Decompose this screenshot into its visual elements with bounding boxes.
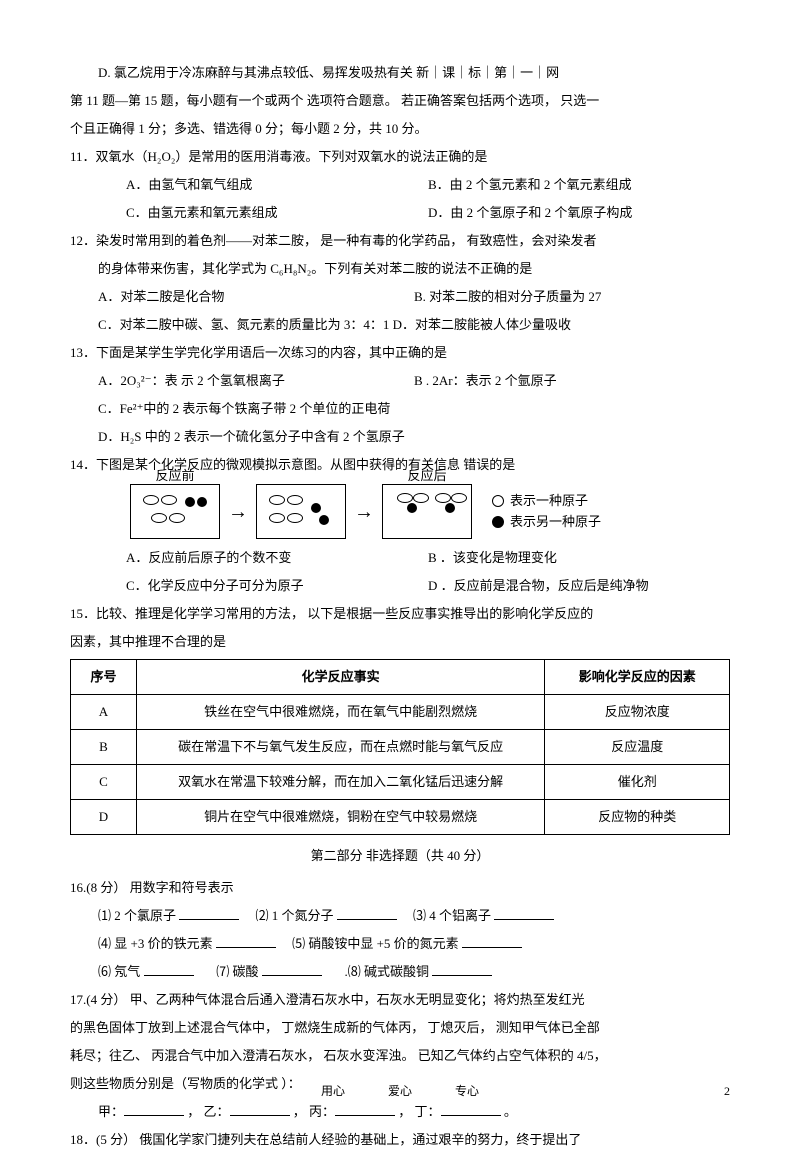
q12-stem-1: 12．染发时常用到的着色剂——对苯二胺， 是一种有毒的化学药品， 有致癌性，会对… (70, 228, 730, 254)
legend-2: 表示另一种原子 (510, 512, 601, 533)
q15-stem-1: 15．比较、推理是化学学习常用的方法， 以下是根据一些反应事实推导出的影响化学反… (70, 601, 730, 627)
white-atom-icon (492, 495, 504, 507)
q15-stem-2: 因素，其中推理不合理的是 (70, 629, 730, 655)
q17-3: 耗尽；往乙、 丙混合气中加入澄清石灰水， 石灰水变浑浊。 已知乙气体约占空气体积… (70, 1043, 730, 1069)
part2-title: 第二部分 非选择题（共 40 分） (70, 843, 730, 869)
q14-options-ab: A．反应前后原子的个数不变 B ．该变化是物理变化 (70, 545, 730, 571)
footer: 用心 爱心 专心 (0, 1079, 800, 1103)
table-cell: 催化剂 (545, 765, 730, 800)
th-3: 影响化学反应的因素 (545, 660, 730, 695)
q17-d-label: ， 丁： (398, 1104, 440, 1119)
q17-1: 17.(4 分） 甲、乙两种气体混合后通入澄清石灰水中，石灰水无明显变化；将灼热… (70, 987, 730, 1013)
footer-c: 专心 (455, 1084, 479, 1098)
th-2: 化学反应事实 (136, 660, 545, 695)
table-cell: 反应温度 (545, 730, 730, 765)
th-1: 序号 (71, 660, 137, 695)
table-row: D铜片在空气中很难燃烧，铜粉在空气中较易燃烧反应物的种类 (71, 800, 730, 835)
q11-stem: 11．双氧水（H₂O₂）是常用的医用消毒液。下列对双氧水的说法正确的是 (70, 144, 730, 170)
q14-b: B ．该变化是物理变化 (428, 545, 557, 571)
q11-15-intro-1: 第 11 题—第 15 题，每小题有一个或两个 选项符合题意。 若正确答案包括两… (70, 88, 730, 114)
table-header-row: 序号 化学反应事实 影响化学反应的因素 (71, 660, 730, 695)
q16-6: ⑹ 氖气 (98, 964, 140, 979)
blank (216, 932, 276, 948)
black-atom-icon (492, 516, 504, 528)
q13-d: D．H₂S 中的 2 表示一个硫化氢分子中含有 2 个氢原子 (70, 424, 730, 450)
diagram-box-before-2 (256, 484, 346, 539)
arrow-icon: → (354, 492, 374, 532)
table-cell: 反应物浓度 (545, 695, 730, 730)
footer-b: 爱心 (388, 1084, 412, 1098)
q16-5: ⑸ 硝酸铵中显 +5 价的氮元素 (292, 936, 459, 951)
blank (179, 904, 239, 920)
q11-d: D．由 2 个氢原子和 2 个氧原子构成 (428, 200, 632, 226)
table-cell: C (71, 765, 137, 800)
q11-c: C．由氢元素和氧元素组成 (126, 200, 428, 226)
q17-a-label: 甲： (98, 1104, 124, 1119)
footer-a: 用心 (321, 1084, 345, 1098)
blank (337, 904, 397, 920)
q16-3: ⑶ 4 个铝离子 (413, 908, 491, 923)
table-cell: 反应物的种类 (545, 800, 730, 835)
q18: 18．(5 分） 俄国化学家门捷列夫在总结前人经验的基础上，通过艰辛的努力，终于… (70, 1127, 730, 1153)
diagram-box-before-1: 反应前 (130, 484, 220, 539)
q14-d: D ．反应前是混合物，反应后是纯净物 (428, 573, 649, 599)
q12-b: B. 对苯二胺的相对分子质量为 27 (414, 284, 601, 310)
blank (262, 960, 322, 976)
q14-c: C．化学反应中分子可分为原子 (126, 573, 428, 599)
table-cell: D (71, 800, 137, 835)
before-label: 反应前 (131, 463, 219, 489)
q11-a: A．由氢气和氧气组成 (126, 172, 428, 198)
q17-2: 的黑色固体丁放到上述混合气体中， 丁燃烧生成新的气体丙， 丁熄灭后， 测知甲气体… (70, 1015, 730, 1041)
q16-7: ⑺ 碳酸 (216, 964, 258, 979)
arrow-icon: → (228, 492, 248, 532)
q11-b: B．由 2 个氢元素和 2 个氧元素组成 (428, 172, 632, 198)
q17-b-label: ， 乙： (187, 1104, 229, 1119)
q14-a: A．反应前后原子的个数不变 (126, 545, 428, 571)
q11-15-intro-2: 个且正确得 1 分；多选、错选得 0 分；每小题 2 分，共 10 分。 (70, 116, 730, 142)
q16-row-3: ⑹ 氖气 ⑺ 碳酸 .⑻ 碱式碳酸铜 (70, 959, 730, 985)
table-cell: 铁丝在空气中很难燃烧，而在氧气中能剧烈燃烧 (136, 695, 545, 730)
q16-2: ⑵ 1 个氮分子 (256, 908, 334, 923)
q13-c: C．Fe²⁺中的 2 表示每个铁离子带 2 个单位的正电荷 (70, 396, 730, 422)
after-label: 反应后 (383, 463, 471, 489)
q12-options-ab: A．对苯二胺是化合物 B. 对苯二胺的相对分子质量为 27 (70, 284, 730, 310)
q13-a: A．2O₃²⁻：表 示 2 个氢氧根离子 (98, 368, 414, 394)
table-cell: 双氧水在常温下较难分解，而在加入二氧化锰后迅速分解 (136, 765, 545, 800)
q13-options-ab: A．2O₃²⁻：表 示 2 个氢氧根离子 B . 2Ar：表示 2 个氩原子 (70, 368, 730, 394)
blank (494, 904, 554, 920)
q16-1: ⑴ 2 个氯原子 (98, 908, 176, 923)
q17-e-label: 。 (504, 1104, 517, 1119)
q13-b: B . 2Ar：表示 2 个氩原子 (414, 368, 557, 394)
q16-4: ⑷ 显 +3 价的铁元素 (98, 936, 213, 951)
blank (432, 960, 492, 976)
diagram-box-after: 反应后 (382, 484, 472, 539)
legend-1: 表示一种原子 (510, 491, 588, 512)
diagram-legend: 表示一种原子 表示另一种原子 (492, 491, 601, 533)
q15-table: 序号 化学反应事实 影响化学反应的因素 A铁丝在空气中很难燃烧，而在氧气中能剧烈… (70, 659, 730, 835)
table-cell: B (71, 730, 137, 765)
q16-8: .⑻ 碱式碳酸铜 (345, 964, 430, 979)
q11-options-ab: A．由氢气和氧气组成 B．由 2 个氢元素和 2 个氧元素组成 (70, 172, 730, 198)
q14-diagram: 反应前 → → 反应后 表示一种原子 表示另一种原子 (70, 484, 730, 539)
page-number: 2 (724, 1079, 730, 1103)
table-row: C双氧水在常温下较难分解，而在加入二氧化锰后迅速分解催化剂 (71, 765, 730, 800)
table-row: B碳在常温下不与氧气发生反应，而在点燃时能与氧气反应反应温度 (71, 730, 730, 765)
blank (144, 960, 194, 976)
q13-stem: 13．下面是某学生学完化学用语后一次练习的内容，其中正确的是 (70, 340, 730, 366)
q11-options-cd: C．由氢元素和氧元素组成 D．由 2 个氢原子和 2 个氧原子构成 (70, 200, 730, 226)
q12-c: C．对苯二胺中碳、氢、氮元素的质量比为 3：4：1 D．对苯二胺能被人体少量吸收 (70, 312, 730, 338)
q17-c-label: ， 丙： (293, 1104, 335, 1119)
table-cell: 铜片在空气中很难燃烧，铜粉在空气中较易燃烧 (136, 800, 545, 835)
q16-stem: 16.(8 分） 用数字和符号表示 (70, 875, 730, 901)
q12-a: A．对苯二胺是化合物 (98, 284, 414, 310)
table-row: A铁丝在空气中很难燃烧，而在氧气中能剧烈燃烧反应物浓度 (71, 695, 730, 730)
q16-row-1: ⑴ 2 个氯原子 ⑵ 1 个氮分子 ⑶ 4 个铝离子 (70, 903, 730, 929)
q14-options-cd: C．化学反应中分子可分为原子 D ．反应前是混合物，反应后是纯净物 (70, 573, 730, 599)
table-cell: A (71, 695, 137, 730)
table-cell: 碳在常温下不与氧气发生反应，而在点燃时能与氧气反应 (136, 730, 545, 765)
blank (462, 932, 522, 948)
q16-row-2: ⑷ 显 +3 价的铁元素 ⑸ 硝酸铵中显 +5 价的氮元素 (70, 931, 730, 957)
q12-stem-2: 的身体带来伤害，其化学式为 C₆H₈N₂。下列有关对苯二胺的说法不正确的是 (70, 256, 730, 282)
option-d: D. 氯乙烷用于冷冻麻醉与其沸点较低、易挥发吸热有关 新｜课｜标｜第｜一｜网 (70, 60, 730, 86)
